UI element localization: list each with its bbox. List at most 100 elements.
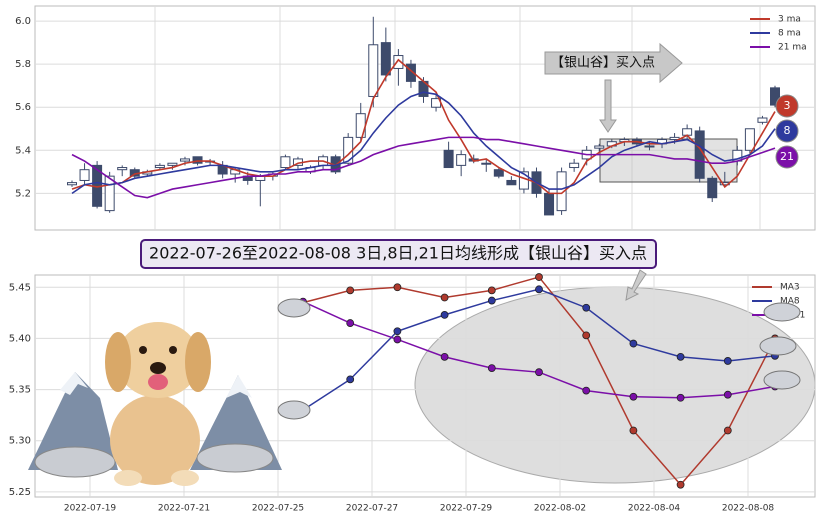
candle-body xyxy=(443,149,454,169)
x-tick-label: 2022-07-27 xyxy=(346,504,398,514)
point xyxy=(629,392,638,401)
candle-body xyxy=(594,145,605,149)
snow xyxy=(60,372,88,395)
y-tick-label: 5.30 xyxy=(9,436,31,447)
legend-label: MA3 xyxy=(780,283,800,293)
point xyxy=(676,393,685,402)
candle-body xyxy=(506,179,517,186)
point xyxy=(487,364,496,372)
point xyxy=(535,285,543,294)
highlight-ellipse xyxy=(414,286,816,484)
ingot xyxy=(34,446,116,478)
y-tick-label: 6.0 xyxy=(15,16,31,27)
point xyxy=(440,352,449,361)
y-tick-label: 5.45 xyxy=(9,282,31,293)
candle-body xyxy=(694,130,705,179)
point xyxy=(346,286,355,295)
point xyxy=(723,390,732,399)
dog-paw xyxy=(171,470,199,486)
candle-body xyxy=(682,128,693,136)
point xyxy=(487,296,496,305)
candle-body xyxy=(544,192,555,216)
pointer-arrow xyxy=(599,79,617,133)
snow xyxy=(226,375,252,398)
badge-label: 21 xyxy=(780,150,794,163)
point xyxy=(723,357,732,365)
candle-body xyxy=(744,128,755,151)
candle-body xyxy=(757,117,768,123)
ingot-icon xyxy=(763,302,801,322)
candle-body xyxy=(79,169,90,181)
point xyxy=(723,426,732,435)
zone-box xyxy=(599,138,738,183)
ingot-icon xyxy=(277,400,311,420)
candle-body xyxy=(569,162,580,169)
candle-body xyxy=(707,177,718,199)
point xyxy=(629,426,638,435)
candle-chart: 5.2 5.4 5.6 5.8 6.0 3 ma 8 ma 21 ma 【银山谷】买入点 3 8 21 xyxy=(15,5,816,231)
candle-body xyxy=(167,162,178,166)
x-tick-label: 2022-07-25 xyxy=(252,504,304,514)
y-tick-label: 5.35 xyxy=(9,385,31,396)
candle-body xyxy=(280,156,291,169)
point xyxy=(535,368,543,377)
point xyxy=(676,480,685,489)
candle-body xyxy=(104,175,115,212)
badge-label: 8 xyxy=(784,124,791,137)
dog-eye xyxy=(139,346,147,354)
mountain xyxy=(28,372,118,470)
point xyxy=(393,327,402,336)
candle-body xyxy=(117,167,128,171)
dog-tongue xyxy=(148,374,168,390)
candle-body xyxy=(770,87,780,106)
decoration xyxy=(28,298,801,486)
x-tick-label: 2022-07-19 xyxy=(64,504,117,514)
y-tick-label: 5.8 xyxy=(15,59,31,70)
legend-label: MA8 xyxy=(780,297,800,307)
dog-head xyxy=(116,322,200,398)
badge xyxy=(775,145,799,169)
caption-frame xyxy=(140,239,657,269)
candle-body xyxy=(644,145,655,148)
y-tick-label: 5.2 xyxy=(15,188,31,199)
candle-body xyxy=(481,162,492,165)
candle-body xyxy=(405,63,416,82)
ma-line xyxy=(71,91,776,195)
candle-body xyxy=(67,182,77,186)
point xyxy=(487,286,496,295)
dog-paw xyxy=(114,470,142,486)
point xyxy=(676,352,685,361)
legend-label: 3 ma xyxy=(778,15,801,25)
x-tick-label: 2022-08-04 xyxy=(628,504,681,514)
point xyxy=(440,310,449,319)
point xyxy=(582,303,591,312)
ingot-icon xyxy=(759,336,797,356)
badge xyxy=(775,94,799,118)
candle-body xyxy=(493,169,504,177)
ingot-icon xyxy=(763,370,801,390)
point xyxy=(393,335,402,344)
y-tick-label: 5.4 xyxy=(15,145,31,156)
point xyxy=(582,386,591,395)
caption-box: 2022-07-26至2022-08-08 3日,8日,21日均线形成【银山谷】… xyxy=(140,239,657,269)
caption: 2022-07-26至2022-08-08 3日,8日,21日均线形成【银山谷】… xyxy=(149,244,647,263)
x-tick-label: 2022-07-21 xyxy=(158,504,210,514)
plot-area xyxy=(34,5,816,231)
candle-body xyxy=(355,113,366,138)
candle-body xyxy=(669,136,680,141)
x-tick-label: 2022-08-08 xyxy=(722,504,775,514)
candle-body xyxy=(154,164,165,169)
legend-label: 8 ma xyxy=(778,29,801,39)
dog-eye xyxy=(169,346,177,354)
x-tick-label: 2022-08-02 xyxy=(534,504,586,514)
point xyxy=(393,283,402,292)
point xyxy=(440,293,449,302)
candle-body xyxy=(179,158,190,162)
candle-body xyxy=(456,154,467,166)
candle-body xyxy=(556,171,567,212)
y-tick-label: 5.6 xyxy=(15,102,31,113)
annotation-arrow xyxy=(544,42,683,84)
dog-ear xyxy=(105,332,131,392)
badge xyxy=(775,119,799,143)
